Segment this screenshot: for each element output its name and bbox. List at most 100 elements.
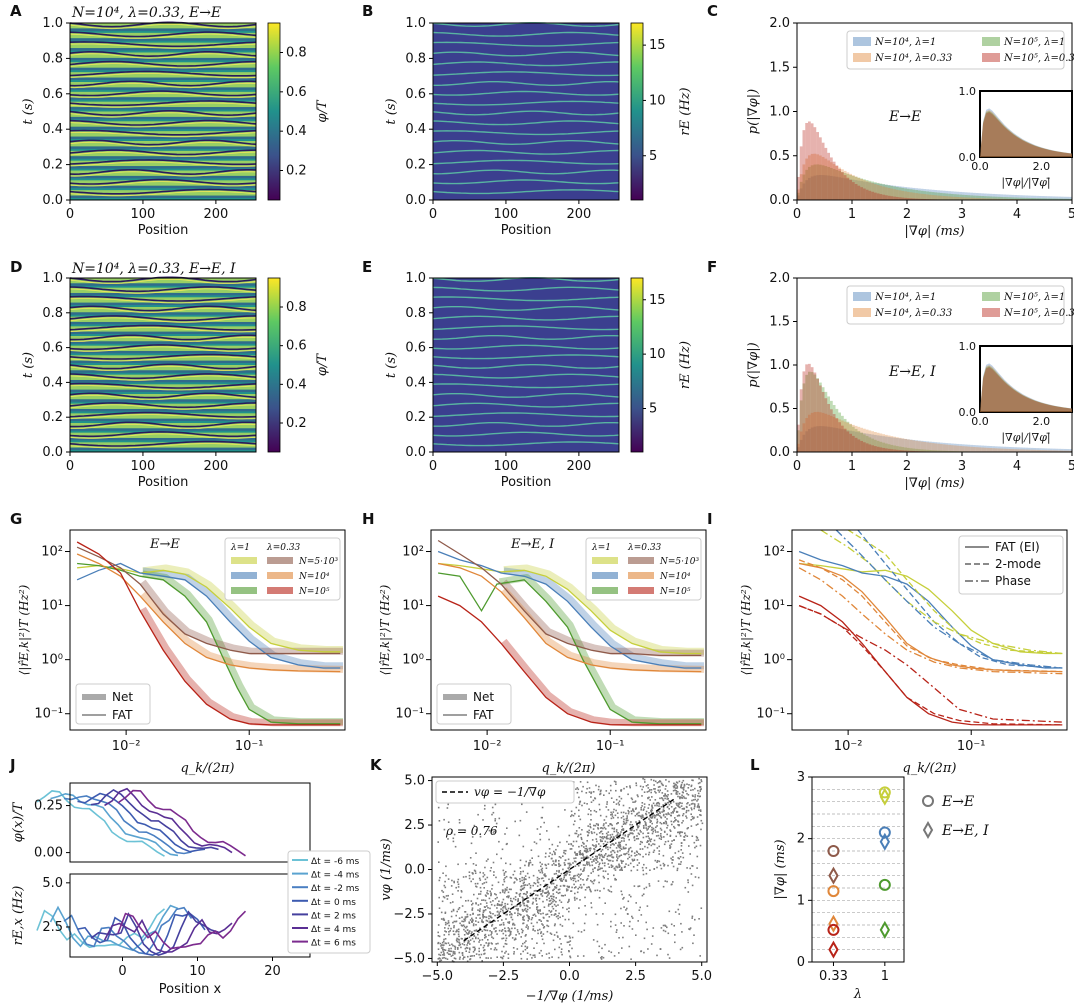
colorbar-tick-label: 0.8 — [286, 46, 307, 61]
scatter-point — [486, 920, 489, 922]
heatmap-front — [69, 159, 257, 166]
scatter-point — [460, 924, 463, 926]
heatmap-front-edge — [69, 151, 257, 157]
colorbar-tick-label: 0.8 — [286, 300, 307, 315]
histogram-bar — [931, 450, 935, 452]
scatter-point — [557, 917, 559, 920]
histogram-bar — [879, 435, 883, 452]
scatter-point — [506, 889, 508, 891]
histogram-bar — [843, 175, 847, 200]
axes-frame — [69, 529, 346, 731]
heatmap-band — [70, 379, 256, 383]
scatter-point — [483, 949, 485, 952]
scatter-point — [641, 795, 643, 797]
y-tick-label: 0.2 — [42, 158, 63, 173]
scatter-point — [616, 866, 619, 869]
histogram-bar — [827, 175, 830, 200]
axes-frame — [430, 529, 707, 731]
scatter-point — [603, 877, 605, 879]
scatter-point — [660, 833, 662, 835]
histogram-bar — [1011, 194, 1015, 200]
scatter-point — [458, 819, 461, 821]
histogram-bar — [1036, 449, 1039, 452]
scatter-point — [659, 797, 661, 800]
legend-label: Δt = 4 ms — [311, 925, 356, 935]
scatter-point — [526, 952, 529, 954]
histogram-bar — [802, 371, 806, 452]
scatter-point — [503, 924, 505, 926]
scatter-point — [548, 903, 550, 906]
scatter-point — [460, 896, 462, 899]
scatter-point — [629, 785, 631, 787]
scatter-point — [543, 821, 545, 824]
histogram-bar — [920, 190, 924, 200]
scatter-point — [600, 958, 603, 960]
histogram-bar — [893, 186, 896, 200]
scatter-point — [479, 927, 481, 930]
histogram-bar — [904, 450, 907, 452]
histogram-bar — [920, 440, 924, 452]
histogram-bar — [827, 426, 830, 452]
scatter-point — [454, 952, 456, 955]
histogram-bar — [1050, 196, 1053, 200]
heatmap-front — [432, 90, 620, 96]
scatter-point — [492, 913, 494, 915]
scatter-point — [572, 922, 575, 925]
scatter-point — [525, 878, 527, 881]
scatter-point — [493, 927, 495, 930]
scatter-point — [438, 820, 441, 822]
histogram-bar — [852, 426, 855, 452]
scatter-point — [574, 877, 576, 880]
x-axis-label: Position — [138, 475, 189, 490]
scatter-point — [551, 878, 553, 881]
histogram-bar — [1061, 450, 1064, 452]
histogram-bar — [857, 430, 861, 452]
histogram-bar — [852, 435, 855, 452]
scatter-point — [496, 911, 499, 913]
histogram-bar — [940, 444, 943, 452]
inset-histogram — [980, 111, 1072, 157]
scatter-point — [506, 827, 508, 829]
heatmap-front — [432, 306, 620, 311]
histogram-bar — [901, 187, 905, 200]
scatter-point — [577, 835, 579, 838]
scatter-point — [609, 859, 612, 862]
scatter-point — [496, 956, 498, 958]
scatter-point — [603, 826, 606, 829]
histogram-bar — [901, 186, 905, 200]
histogram-bar — [893, 445, 896, 452]
scatter-point — [623, 925, 625, 927]
scatter-point — [481, 939, 484, 941]
scatter-point — [649, 821, 652, 823]
scatter-point — [474, 872, 477, 874]
scatter-point — [622, 846, 625, 848]
histogram-bar — [1058, 198, 1061, 200]
scatter-point — [579, 874, 581, 876]
histogram-bar — [857, 180, 861, 200]
scatter-point — [489, 930, 491, 932]
histogram-bar — [907, 191, 910, 200]
scatter-point — [475, 930, 477, 932]
scatter-point — [650, 844, 653, 847]
histogram-bar — [816, 426, 819, 452]
histogram-bar — [808, 121, 811, 200]
scatter-point — [462, 876, 465, 878]
histogram-bar — [1030, 195, 1034, 200]
histogram-bar — [854, 431, 858, 452]
scatter-point — [610, 885, 612, 888]
scatter-point — [549, 852, 551, 854]
histogram-bar — [1000, 198, 1004, 200]
scatter-point — [589, 826, 592, 829]
scatter-point — [466, 925, 468, 928]
scatter-point — [447, 803, 449, 806]
net-band — [142, 567, 343, 670]
scatter-point — [487, 957, 489, 959]
scatter-point — [681, 791, 684, 793]
histogram-bar — [882, 442, 885, 452]
scatter-point — [615, 865, 617, 868]
histogram-bar — [871, 438, 874, 452]
scatter-point — [618, 836, 621, 839]
scatter-point — [463, 944, 466, 946]
histogram-bar — [992, 448, 995, 452]
